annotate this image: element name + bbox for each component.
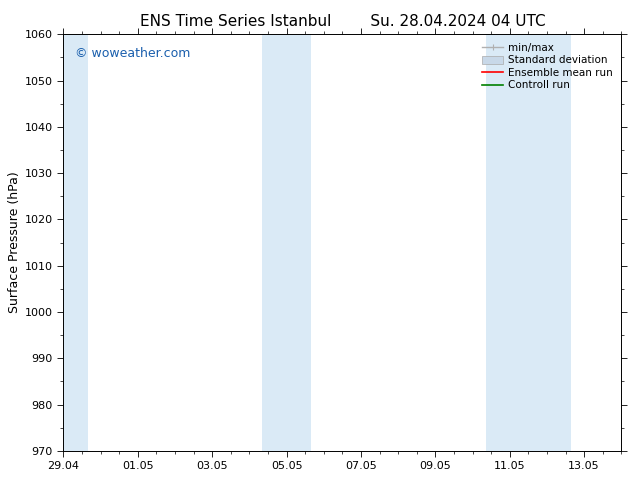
- Title: ENS Time Series Istanbul        Su. 28.04.2024 04 UTC: ENS Time Series Istanbul Su. 28.04.2024 …: [139, 14, 545, 29]
- Bar: [262, 34, 311, 451]
- Text: © woweather.com: © woweather.com: [75, 47, 190, 60]
- Bar: [486, 34, 571, 451]
- Bar: [61, 34, 87, 451]
- Legend: min/max, Standard deviation, Ensemble mean run, Controll run: min/max, Standard deviation, Ensemble me…: [479, 40, 616, 94]
- Y-axis label: Surface Pressure (hPa): Surface Pressure (hPa): [8, 172, 21, 314]
